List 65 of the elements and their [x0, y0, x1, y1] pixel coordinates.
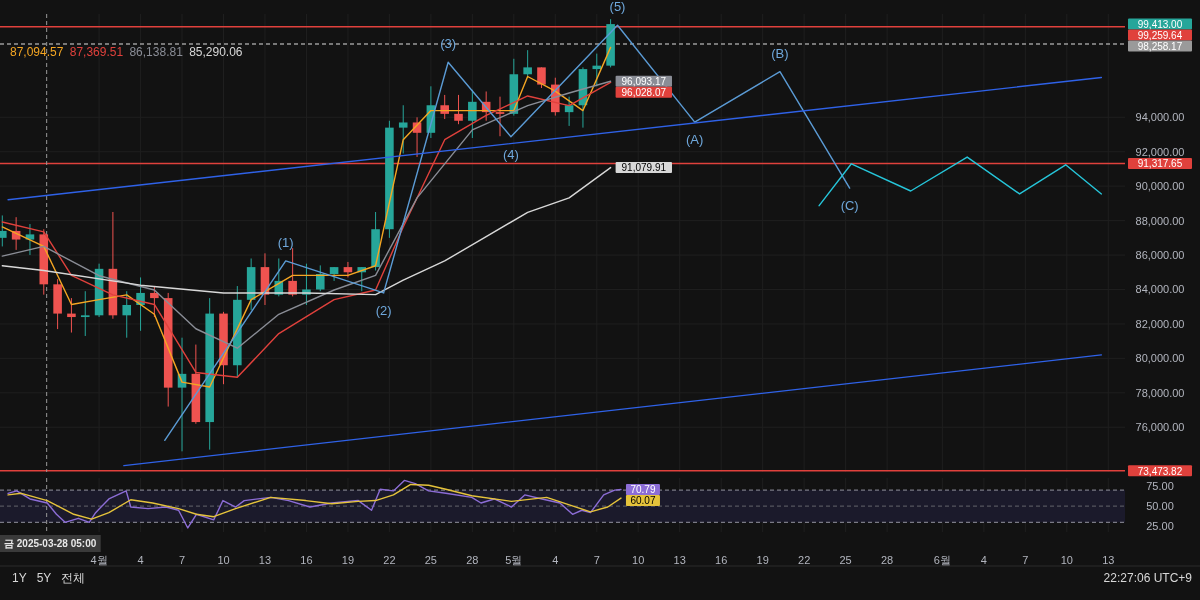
y-tick-label: 86,000.00 — [1135, 249, 1185, 262]
x-tick-label: 25 — [839, 554, 852, 566]
data-label: 96,028.07 — [621, 87, 667, 99]
text: 5Y — [36, 571, 52, 585]
x-tick-label: 4 — [552, 554, 559, 566]
annotation: (2) — [375, 302, 392, 318]
y-tick-label: 84,000.00 — [1135, 283, 1185, 296]
x-tick-label: 10 — [632, 554, 645, 566]
text: 전체 — [61, 571, 86, 585]
data-label: 91,079.91 — [621, 162, 667, 174]
x-tick-label: 7 — [593, 554, 600, 566]
y-tick-label: 92,000.00 — [1135, 145, 1185, 158]
x-tick-label: 4 — [137, 554, 144, 566]
x-tick-label: 22 — [383, 554, 396, 566]
annotation: (B) — [771, 45, 789, 61]
x-tick-label: 7 — [1022, 554, 1029, 566]
x-tick-label: 7 — [178, 554, 186, 566]
y-tick-label: 80,000.00 — [1135, 352, 1185, 365]
y-tick-label: 88,000.00 — [1135, 214, 1185, 227]
x-tick-label: 16 — [715, 554, 728, 566]
x-tick-label: 6월 — [933, 554, 951, 566]
annotation: (5) — [609, 0, 626, 15]
annotation: (3) — [440, 36, 457, 52]
y-tick-label: 76,000.00 — [1135, 421, 1185, 434]
y-tick-label: 90,000.00 — [1135, 180, 1185, 193]
x-tick-label: 28 — [466, 554, 479, 566]
data-label: 96,093.17 — [621, 76, 667, 88]
x-tick-label: 5월 — [505, 554, 523, 566]
ref-line-label: 91,317.65 — [1137, 158, 1183, 170]
text: 1Y — [12, 571, 27, 585]
text: 99,413.00 — [1137, 18, 1183, 30]
y-tick-label: 75.00 — [1146, 480, 1174, 493]
x-tick-label: 22 — [798, 554, 811, 566]
ref-line-label: 금 2025-03-28 05:00 — [4, 538, 97, 549]
data-label: 70.79 — [630, 484, 656, 496]
y-tick-label: 50.00 — [1146, 500, 1174, 513]
data-label: 60.07 — [630, 495, 656, 507]
y-tick-label: 94,000.00 — [1135, 111, 1185, 124]
x-tick-label: 4 — [980, 554, 987, 566]
annotation: 87,369.51 — [69, 45, 124, 59]
x-tick-label: 13 — [258, 554, 272, 566]
annotation: 87,094.57 — [10, 45, 64, 59]
annotation: 85,290.06 — [189, 45, 243, 59]
annotation: 86,138.81 — [129, 45, 184, 59]
x-tick-label: 28 — [880, 554, 894, 566]
ref-line-label: 98,258.17 — [1137, 40, 1183, 52]
annotation: (C) — [840, 198, 859, 214]
x-tick-label: 16 — [300, 554, 313, 566]
x-tick-label: 19 — [756, 554, 769, 566]
x-tick-label: 13 — [673, 554, 686, 566]
ref-line-label: 73,473.82 — [1137, 465, 1183, 477]
x-tick-label: 19 — [341, 554, 355, 566]
x-tick-label: 25 — [424, 554, 437, 566]
annotation: (A) — [686, 132, 704, 148]
x-tick-label: 10 — [1060, 554, 1073, 566]
y-tick-label: 78,000.00 — [1135, 386, 1185, 399]
annotation: (4) — [503, 146, 519, 162]
y-tick-label: 25.00 — [1146, 520, 1174, 533]
x-tick-label: 10 — [217, 554, 230, 566]
annotation: (1) — [277, 234, 294, 250]
x-tick-label: 13 — [1102, 554, 1115, 566]
y-tick-label: 82,000.00 — [1135, 317, 1185, 330]
text: 22:27:06 UTC+9 — [1103, 571, 1193, 585]
x-tick-label: 4월 — [90, 554, 108, 566]
ref-line-label: 99,259.64 — [1137, 29, 1183, 41]
